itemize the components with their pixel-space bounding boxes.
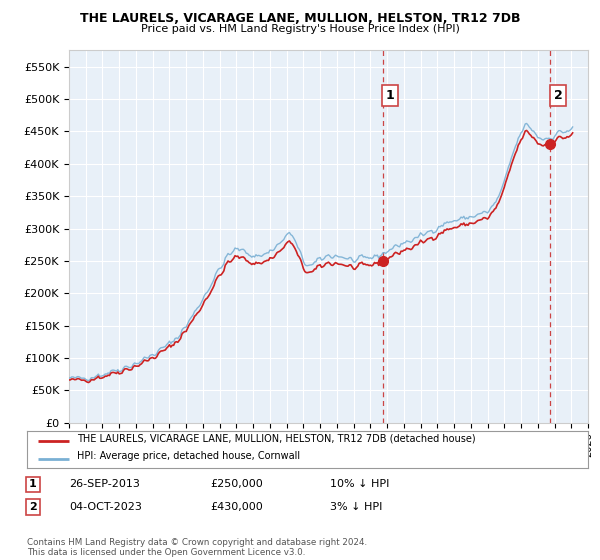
Text: THE LAURELS, VICARAGE LANE, MULLION, HELSTON, TR12 7DB: THE LAURELS, VICARAGE LANE, MULLION, HEL… [80, 12, 520, 25]
Text: 1: 1 [29, 479, 37, 489]
Text: THE LAURELS, VICARAGE LANE, MULLION, HELSTON, TR12 7DB (detached house): THE LAURELS, VICARAGE LANE, MULLION, HEL… [77, 433, 476, 444]
Text: 26-SEP-2013: 26-SEP-2013 [69, 479, 140, 489]
Text: 3% ↓ HPI: 3% ↓ HPI [330, 502, 382, 512]
Text: Contains HM Land Registry data © Crown copyright and database right 2024.
This d: Contains HM Land Registry data © Crown c… [27, 538, 367, 557]
Text: 10% ↓ HPI: 10% ↓ HPI [330, 479, 389, 489]
Text: 1: 1 [386, 89, 395, 102]
Text: £250,000: £250,000 [210, 479, 263, 489]
Text: 2: 2 [554, 89, 562, 102]
Text: Price paid vs. HM Land Registry's House Price Index (HPI): Price paid vs. HM Land Registry's House … [140, 24, 460, 34]
Text: HPI: Average price, detached house, Cornwall: HPI: Average price, detached house, Corn… [77, 451, 301, 461]
Text: 2: 2 [29, 502, 37, 512]
Text: £430,000: £430,000 [210, 502, 263, 512]
Text: 04-OCT-2023: 04-OCT-2023 [69, 502, 142, 512]
